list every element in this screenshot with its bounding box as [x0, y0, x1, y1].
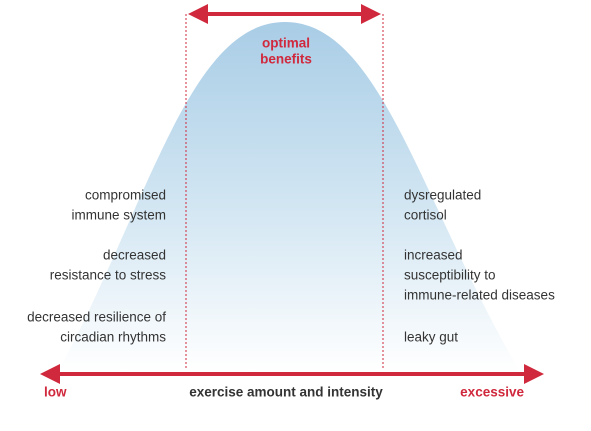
effect-label: leaky gut	[404, 330, 458, 345]
effect-label: compromised	[85, 188, 166, 203]
axis-high: excessive	[460, 385, 524, 400]
optimal-label: optimal	[262, 36, 310, 51]
effect-label: dysregulated	[404, 188, 481, 203]
effect-label: decreased	[103, 248, 166, 263]
axis-low: low	[44, 385, 67, 400]
effect-label: susceptibility to	[404, 268, 496, 283]
bell-curve	[58, 22, 520, 372]
effect-label: cortisol	[404, 208, 447, 223]
effect-label: circadian rhythms	[60, 330, 166, 345]
effect-label: decreased resilience of	[27, 310, 166, 325]
axis-title: exercise amount and intensity	[189, 385, 383, 400]
effect-label: immune system	[71, 208, 166, 223]
effect-label: immune-related diseases	[404, 288, 555, 303]
optimal-label: benefits	[260, 52, 312, 67]
effect-label: increased	[404, 248, 463, 263]
effect-label: resistance to stress	[50, 268, 167, 283]
